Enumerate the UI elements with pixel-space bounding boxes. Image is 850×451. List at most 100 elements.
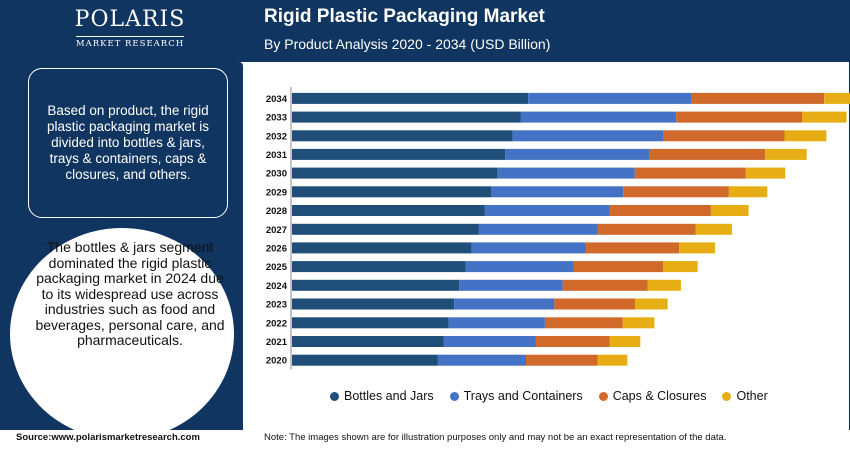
y-tick-label: 2026 <box>266 243 287 254</box>
bar-segment <box>292 261 466 273</box>
bar-segment <box>528 92 692 104</box>
legend-item: Bottles and Jars <box>330 389 434 403</box>
bar-segment <box>471 242 586 254</box>
legend-swatch <box>722 391 732 401</box>
bar-segment <box>443 336 536 347</box>
bar-segment <box>710 205 749 216</box>
y-tick-label: 2031 <box>266 150 288 161</box>
bar-segment <box>622 317 655 329</box>
y-tick-label: 2027 <box>266 225 287 236</box>
bar-segment <box>663 130 785 142</box>
bar-segment <box>292 167 498 179</box>
bar-segment <box>459 279 563 291</box>
bar-segment <box>765 148 807 160</box>
bar-segment <box>292 205 485 216</box>
bar-segment <box>597 354 628 366</box>
bar-segment <box>634 167 746 179</box>
legend-label: Caps & Closures <box>612 389 707 403</box>
bar-segment <box>597 223 696 235</box>
bar-segment <box>526 354 598 366</box>
bar-segment <box>554 298 636 310</box>
bar-segment <box>512 130 664 142</box>
bar-segment <box>609 336 641 347</box>
info-text: Based on product, the rigid plastic pack… <box>46 103 210 182</box>
bar-segment <box>609 205 711 216</box>
bar-segment <box>478 223 598 235</box>
bar-segment <box>292 317 449 329</box>
bar-segment <box>292 336 444 347</box>
bar-segment <box>484 205 610 216</box>
bar-segment <box>292 130 513 142</box>
header-bar: POLARIS MARKET RESEARCH Rigid Plastic Pa… <box>0 0 850 62</box>
legend-label: Other <box>736 389 768 403</box>
bar-segment <box>465 261 574 273</box>
bar-segment <box>585 242 680 254</box>
legend-item: Caps & Closures <box>598 389 707 403</box>
bar-segment <box>802 111 847 123</box>
bar-segment <box>437 354 526 366</box>
bar-segment <box>292 354 438 366</box>
y-tick-label: 2025 <box>266 262 288 273</box>
y-tick-label: 2030 <box>266 169 287 180</box>
bar-segment <box>784 130 827 142</box>
bar-segment <box>292 298 455 310</box>
y-tick-label: 2021 <box>266 337 288 348</box>
bar-segment <box>635 298 668 310</box>
bar-segment <box>292 223 479 235</box>
chart-title: Rigid Plastic Packaging Market <box>264 6 545 27</box>
bar-segment <box>292 111 521 123</box>
bar-segment <box>454 298 555 310</box>
bar-segment <box>574 261 663 273</box>
logo-name: POLARIS <box>74 7 186 32</box>
disclaimer-note: Note: The images shown are for illustrat… <box>264 432 727 443</box>
y-tick-label: 2034 <box>266 94 288 105</box>
bar-chart: 2034 2033 2032 2031 2030 2029 2028 2027 2026 2025… <box>266 87 850 370</box>
y-tick-label: 2028 <box>266 206 287 217</box>
chart-subtitle: By Product Analysis 2020 - 2034 (USD Bil… <box>264 36 551 52</box>
bar-segment <box>292 148 506 160</box>
footer <box>0 430 850 451</box>
y-tick-label: 2029 <box>266 187 287 198</box>
bar-segment <box>824 92 850 104</box>
bar-segment <box>649 148 766 160</box>
bar-segment <box>695 223 732 235</box>
highlight-circle <box>4 222 240 446</box>
legend-label: Bottles and Jars <box>344 389 434 403</box>
y-tick-label: 2024 <box>266 281 288 292</box>
bar-segment <box>544 317 623 329</box>
bar-segment <box>679 242 716 254</box>
bar-segment <box>505 148 650 160</box>
legend-item: Other <box>722 389 768 403</box>
bar-segment <box>663 261 698 273</box>
y-tick-label: 2033 <box>266 113 287 124</box>
bar-segment <box>623 186 729 198</box>
bar-segment <box>292 186 491 198</box>
y-tick-label: 2022 <box>266 318 287 329</box>
bar-segment <box>745 167 786 179</box>
bar-segment <box>520 111 677 123</box>
bar-segment <box>292 92 529 104</box>
logo-subtitle: MARKET RESEARCH <box>75 36 185 49</box>
y-tick-label: 2032 <box>266 131 287 142</box>
bar-segment <box>292 242 472 254</box>
chart-legend: Bottles and Jars Trays and Containers Caps… <box>330 389 768 403</box>
y-tick-label: 2020 <box>266 356 287 367</box>
bar-segment <box>728 186 768 198</box>
bar-segment <box>691 92 825 104</box>
bar-segment <box>292 279 460 291</box>
polaris-logo: POLARIS MARKET RESEARCH <box>60 8 200 51</box>
bar-segment <box>676 111 802 123</box>
bar-segment <box>535 336 610 347</box>
y-tick-label: 2023 <box>266 300 287 311</box>
bar-segment <box>491 186 624 198</box>
bar-segment <box>647 279 681 291</box>
legend-item: Trays and Containers <box>449 389 583 403</box>
legend-swatch <box>449 391 459 401</box>
bar-segment <box>497 167 635 179</box>
bar-segment <box>562 279 648 291</box>
legend-label: Trays and Containers <box>463 389 583 403</box>
info-box: Based on product, the rigid plastic pack… <box>28 68 228 218</box>
bar-segment <box>448 317 545 329</box>
legend-swatch <box>330 391 339 401</box>
source-text: Source:www.polarismarketresearch.com <box>16 432 200 443</box>
